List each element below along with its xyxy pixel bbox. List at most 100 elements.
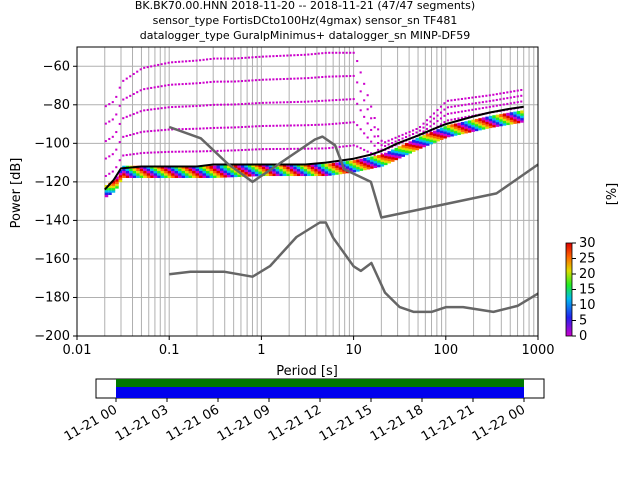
psd-bin [324,123,327,126]
psd-bin [219,165,224,169]
psd-bin [303,77,306,80]
psd-bin [111,153,114,156]
y-tick-label: −80 [43,98,70,113]
psd-bin [296,124,299,127]
psd-bin [219,126,223,129]
psd-bin [366,164,371,168]
psd-bin [300,100,303,103]
psd-bin [485,94,488,97]
psd-bin [199,172,203,176]
timeline-tick-label: 11-21 00 [62,402,120,444]
psd-bin [401,153,406,157]
psd-bin [432,139,437,143]
psd-bin [192,172,196,176]
psd-bin [125,154,128,157]
psd-bin [185,128,188,131]
psd-bin [185,174,189,178]
psd-bin [157,63,160,66]
psd-bin [129,172,133,176]
psd-bin [202,172,207,176]
psd-bin [282,78,285,81]
psd-bin [373,155,378,159]
psd-bin [418,138,423,142]
psd-bin [237,164,241,168]
psd-bin [513,101,516,104]
psd-bin [129,168,133,172]
psd-bin [143,109,146,112]
psd-bin [282,101,285,104]
psd-bin [244,79,247,82]
psd-bin [139,110,142,113]
psd-bin [146,66,149,69]
psd-bin [258,102,261,105]
psd-bin [485,123,489,127]
psd-bin [251,102,254,105]
psd-bin [495,104,498,107]
psd-bin [310,100,313,103]
psd-bin [443,102,446,105]
psd-bin [342,170,346,174]
psd-bin [289,170,294,174]
psd-bin [453,111,456,114]
psd-bin [219,57,223,60]
psd-bin [342,145,345,148]
psd-bin [303,100,306,103]
psd-bin [502,103,505,106]
psd-bin [352,164,357,168]
psd-bin [108,172,111,175]
psd-bin [115,183,119,187]
psd-bin [115,166,118,169]
psd-bin [303,124,306,127]
psd-bin [195,127,198,130]
psd-bin [150,170,154,174]
psd-bin [411,141,416,145]
psd-bin [293,101,296,104]
psd-bin [237,167,241,171]
y-tick-label: −100 [34,136,70,151]
psd-bin [192,168,196,172]
psd-bin [167,170,172,174]
psd-bin [118,104,121,107]
psd-bin [401,137,404,140]
psd-bin [108,120,111,123]
psd-bin [136,91,139,94]
psd-bin [359,90,362,93]
psd-bin [139,89,142,92]
psd-bin [499,104,502,107]
psd-bin [370,158,374,162]
psd-bin [209,150,212,153]
psd-bin [324,75,327,78]
timeline-tick-label: 11-22 00 [470,402,528,444]
psd-bin [185,82,188,85]
psd-bin [268,170,273,174]
psd-bin [363,99,366,102]
psd-bin [171,128,174,131]
psd-bin [174,168,179,172]
psd-bin [481,126,486,130]
psd-bin [464,109,467,112]
psd-bin [321,52,324,55]
psd-bin [356,81,359,84]
psd-bin [380,139,383,142]
psd-bin [293,166,297,170]
psd-bin [216,167,220,171]
psd-bin [178,60,181,63]
psd-bin [338,51,341,54]
psd-bin [366,159,371,163]
psd-bin [258,55,261,58]
psd-bin [212,174,217,178]
psd-bin [377,128,380,131]
psd-bin [188,60,191,63]
psd-bin [474,125,479,129]
psd-bin [272,148,275,151]
psd-bin [488,125,493,129]
psd-bin [118,179,123,183]
psd-bin [195,150,198,153]
colorbar-tick-label: 5 [579,314,587,329]
psd-bin [405,142,409,146]
psd-bin [254,148,257,151]
psd-bin [380,144,383,147]
psd-bin [460,97,463,100]
psd-bin [331,169,336,173]
psd-bin [202,104,205,107]
